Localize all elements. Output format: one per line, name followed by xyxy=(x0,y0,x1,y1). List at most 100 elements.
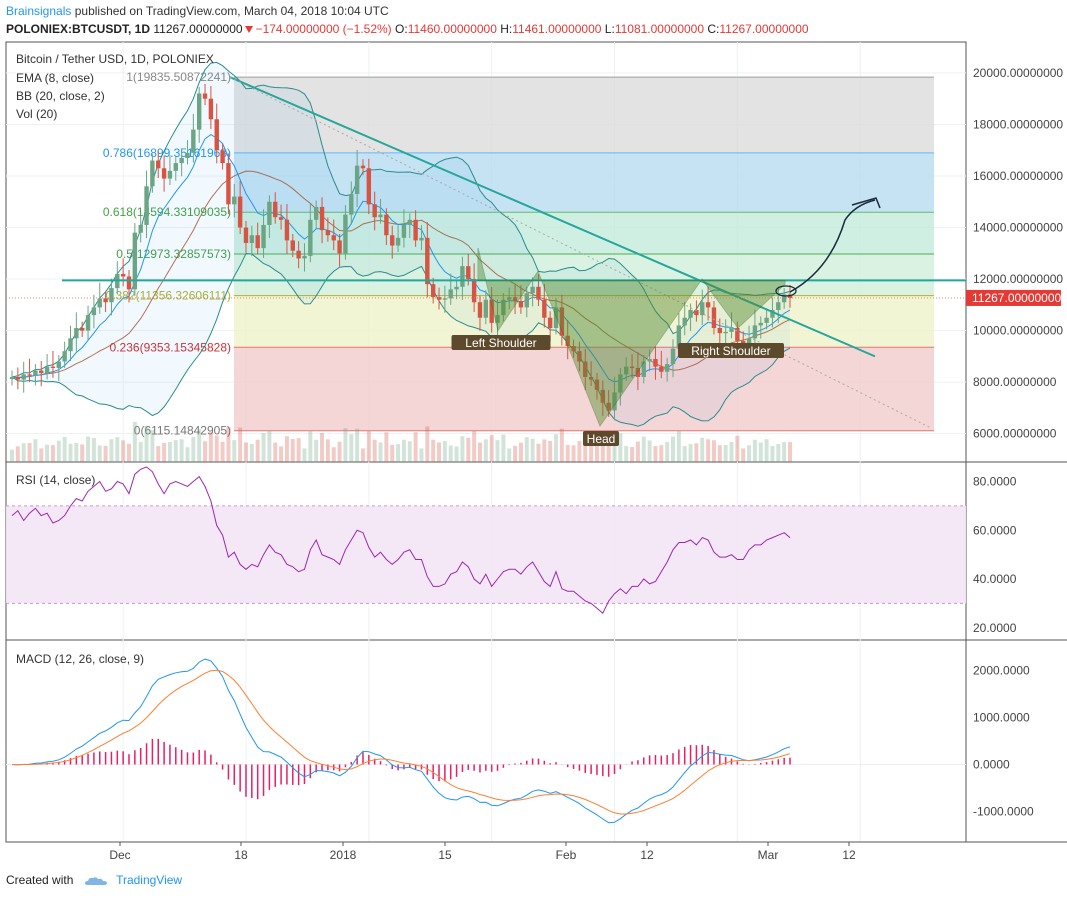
candle-body xyxy=(27,374,32,376)
volume-bar xyxy=(536,443,541,462)
candle-body xyxy=(600,389,606,403)
volume-bar xyxy=(220,441,225,462)
candle-body xyxy=(413,219,418,241)
candle-body xyxy=(454,286,459,290)
tradingview-link[interactable]: TradingView xyxy=(116,873,183,887)
candle-body xyxy=(91,307,97,316)
volume-bar xyxy=(466,437,471,462)
candle-body xyxy=(781,294,787,303)
candle-body xyxy=(635,367,641,377)
candle-body xyxy=(15,376,21,380)
candle-body xyxy=(50,366,56,368)
dashed-trend-line xyxy=(229,76,933,429)
fib-level-label: 0(6115.14842905) xyxy=(134,424,231,438)
candle-body xyxy=(267,201,272,225)
volume-bar xyxy=(700,437,705,462)
rsi-title: RSI (14, close) xyxy=(16,473,95,487)
volume-bar xyxy=(495,440,500,462)
price-tick-label: 16000.00000000 xyxy=(973,169,1063,183)
candle-body xyxy=(150,160,155,187)
candle-body xyxy=(56,361,61,368)
volume-bar xyxy=(489,435,494,462)
volume-bar xyxy=(162,442,167,462)
volume-bar xyxy=(10,449,14,462)
volume-bar xyxy=(238,427,243,462)
volume-bar xyxy=(559,428,564,462)
candle-body xyxy=(694,309,699,316)
macd-histogram xyxy=(17,738,791,800)
volume-bar xyxy=(542,439,547,462)
candle-body xyxy=(261,224,266,249)
projection-arrow xyxy=(789,199,876,293)
candle-body xyxy=(495,315,500,323)
candle-body xyxy=(612,392,617,411)
candle-body xyxy=(302,255,307,259)
volume-bar xyxy=(86,436,91,462)
rsi-band xyxy=(6,505,966,604)
time-tick-label: 15 xyxy=(438,848,452,862)
candle-body xyxy=(700,302,705,316)
left-shoulder-label: Left Shoulder xyxy=(465,336,536,350)
rsi-tick-label: 60.0000 xyxy=(973,523,1017,537)
last-price-tag-label: 11267.00000000 xyxy=(972,291,1062,305)
volume-bar xyxy=(764,439,769,462)
candle-body xyxy=(606,402,611,411)
candle-body xyxy=(594,379,600,390)
candle-body xyxy=(196,93,202,130)
candle-body xyxy=(536,286,541,300)
volume-bar xyxy=(618,433,623,462)
candle-body xyxy=(167,170,173,179)
volume-bar xyxy=(267,431,272,462)
volume-bar xyxy=(80,444,85,462)
chart-title: Bitcoin / Tether USD, 1D, POLONIEX xyxy=(16,52,214,66)
candle-body xyxy=(624,366,629,375)
volume-bar xyxy=(390,444,395,462)
volume-bar xyxy=(396,444,401,462)
candle-body xyxy=(62,351,67,362)
macd-title: MACD (12, 26, close, 9) xyxy=(16,652,144,666)
indicator-label: BB (20, close, 2) xyxy=(16,89,105,103)
candle-body xyxy=(138,224,143,233)
candle-body xyxy=(126,276,132,290)
volume-bar xyxy=(249,444,254,462)
last-price-tag xyxy=(966,289,1061,306)
volume-bar xyxy=(91,438,96,462)
volume-bar xyxy=(185,447,190,462)
volume-bar xyxy=(594,444,599,462)
volume-bar xyxy=(717,445,722,462)
volume-bar xyxy=(208,432,213,462)
volume-bar xyxy=(758,442,763,462)
volume-bar xyxy=(413,432,418,462)
low-label: L: xyxy=(604,22,615,36)
high-value: 11461.00000000 xyxy=(512,22,602,36)
volume-bar xyxy=(214,435,219,462)
candle-body xyxy=(676,325,682,349)
candle-body xyxy=(395,237,401,246)
volume-bar xyxy=(437,442,442,462)
author-link[interactable]: Brainsignals xyxy=(6,4,72,18)
volume-bar xyxy=(360,448,365,462)
projection-arrowhead xyxy=(851,197,881,209)
candle-body xyxy=(278,217,284,220)
candle-body xyxy=(752,325,758,339)
candle-body xyxy=(21,374,26,380)
volume-bar xyxy=(103,445,108,462)
volume-bar xyxy=(723,445,728,462)
candle-body xyxy=(466,266,471,280)
candle-body xyxy=(237,196,243,228)
volume-bar xyxy=(331,447,336,462)
volume-bar xyxy=(74,442,79,462)
candle-body xyxy=(688,309,693,318)
fib-level-label: 0.382(11356.32606111) xyxy=(106,289,231,303)
volume-bar xyxy=(548,440,553,462)
volume-bar xyxy=(583,436,588,462)
volume-bar xyxy=(372,439,377,462)
fib-level-label: 1(19835.50872241) xyxy=(126,70,231,84)
volume-bar xyxy=(121,440,126,462)
footer: Created with TradingView xyxy=(6,873,182,887)
volume-bar xyxy=(39,448,44,462)
candle-body xyxy=(571,346,576,352)
candle-body xyxy=(325,230,331,236)
volume-bar xyxy=(770,446,775,462)
